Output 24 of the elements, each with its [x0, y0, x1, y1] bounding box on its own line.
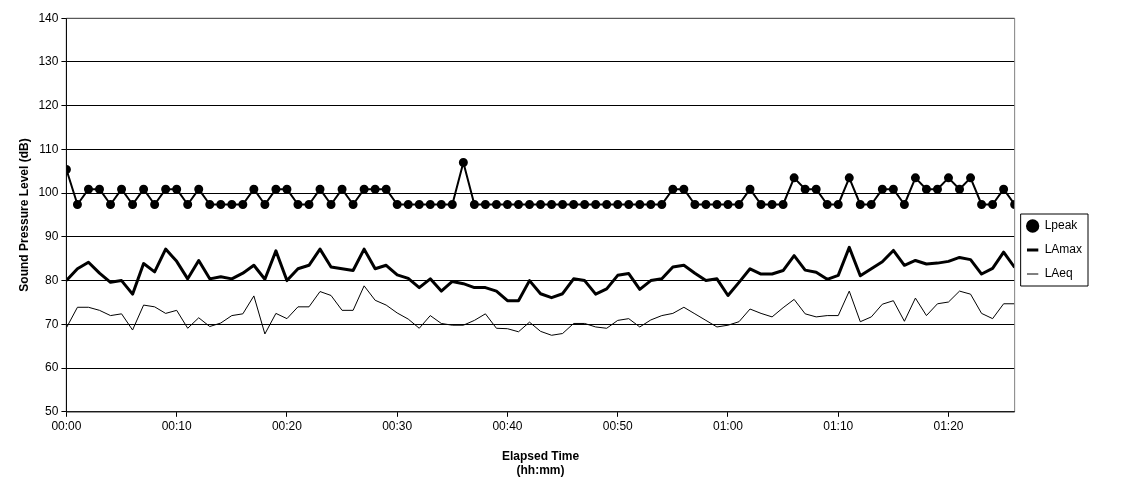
x-tick-label: 00:30 [382, 419, 413, 434]
x-tick-label: 00:20 [271, 419, 303, 434]
x-tick-label: 00:10 [161, 419, 193, 434]
legend-label: LAmax [1044, 242, 1083, 257]
x-tick-label: 01:20 [933, 419, 964, 434]
y-tick-label: 50 [45, 404, 59, 419]
x-tick-label: 00:50 [602, 419, 634, 434]
y-tick-label: 70 [45, 316, 59, 331]
y-tick-label: 60 [45, 360, 59, 375]
legend-label: Lpeak [1044, 218, 1079, 233]
x-axis-title: Elapsed Time (hh:mm) [501, 448, 580, 478]
y-tick-label: 130 [38, 54, 59, 69]
x-tick-label: 01:00 [712, 419, 744, 434]
x-tick-label: 00:00 [51, 419, 82, 434]
y-tick-label: 120 [38, 97, 59, 112]
y-tick-label: 90 [45, 229, 59, 244]
y-tick-label: 80 [45, 272, 59, 287]
y-tick-label: 110 [39, 141, 59, 156]
legend-label: LAeq [1044, 266, 1073, 281]
x-tick-label: 00:40 [492, 419, 523, 434]
y-axis-title: Sound Pressure Level (dB) [16, 138, 31, 292]
y-tick-label: 140 [38, 10, 59, 25]
y-tick-label: 100 [38, 185, 59, 200]
x-tick-label: 01:10 [823, 419, 854, 434]
